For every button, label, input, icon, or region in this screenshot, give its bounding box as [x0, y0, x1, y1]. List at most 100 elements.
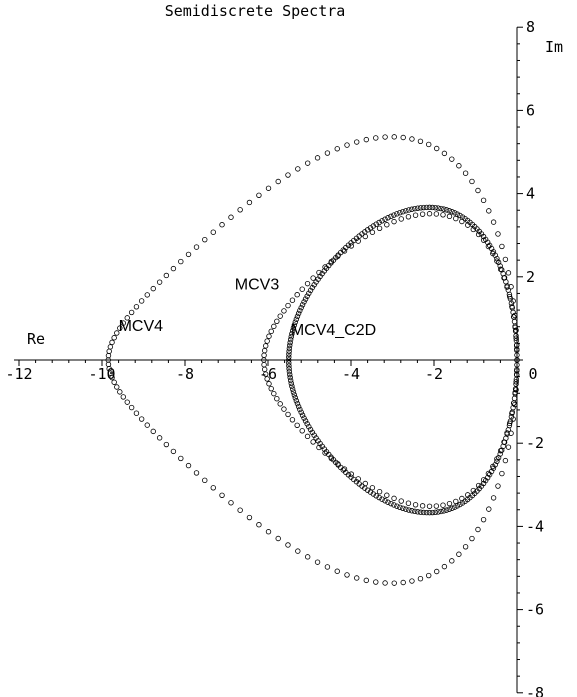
data-point [434, 568, 440, 575]
data-point [302, 418, 309, 424]
data-point [397, 504, 403, 510]
data-point [295, 403, 302, 410]
data-point [369, 485, 376, 491]
data-point [309, 429, 316, 436]
data-point [511, 318, 518, 325]
data-point [382, 134, 388, 140]
data-point [246, 199, 253, 206]
annotation-label: MCV4 [119, 318, 164, 335]
tick-labels: -12 -10 -8 -6 -4 -2 0 -8 -6 -4 -2 2 4 6 8 [5, 18, 544, 697]
data-point [379, 496, 385, 502]
x-tick-label: -4 [342, 365, 360, 383]
data-point [388, 500, 394, 507]
data-point [294, 313, 301, 320]
data-point [438, 508, 444, 515]
data-point [304, 554, 311, 560]
data-point [440, 212, 446, 218]
data-point [256, 522, 262, 528]
data-point [185, 251, 192, 258]
data-point [475, 526, 481, 533]
data-point [202, 477, 208, 484]
data-point [406, 207, 412, 213]
data-point [228, 500, 234, 506]
data-point [435, 509, 441, 515]
x-tick-label: -12 [5, 365, 32, 383]
data-point [409, 206, 415, 212]
data-point [508, 430, 514, 436]
data-point [274, 318, 280, 324]
data-point [304, 160, 311, 166]
data-point [334, 146, 340, 152]
data-point [128, 309, 135, 316]
data-point [114, 384, 120, 390]
data-point [306, 424, 312, 430]
data-point [202, 236, 208, 243]
data-point [403, 506, 409, 512]
data-point [426, 204, 433, 211]
data-point [293, 398, 300, 404]
data-point [457, 212, 463, 219]
data-point [285, 542, 291, 548]
data-point [286, 357, 292, 363]
data-point [298, 409, 304, 416]
data-point [302, 296, 309, 302]
data-point [499, 470, 505, 477]
data-point [400, 505, 406, 512]
data-point [261, 352, 267, 359]
data-point [294, 400, 301, 407]
data-point [384, 222, 390, 228]
data-point [277, 401, 283, 407]
data-point [412, 502, 419, 508]
data-point [354, 575, 360, 581]
data-point [299, 428, 305, 434]
data-point [286, 351, 292, 357]
data-point [286, 366, 292, 372]
data-point [433, 211, 440, 217]
data-point [285, 302, 291, 309]
y-tick-label: 4 [526, 185, 535, 203]
data-point [426, 509, 433, 516]
data-point [111, 335, 117, 341]
data-point [376, 489, 383, 495]
data-point [210, 229, 216, 235]
data-point [373, 493, 379, 499]
data-point [344, 142, 350, 148]
data-point [419, 503, 426, 509]
data-point [256, 192, 262, 198]
data-point [107, 344, 114, 350]
series-annotations: MCV4 MCV3 MCV4_C2D [119, 276, 377, 339]
data-point [480, 197, 487, 204]
data-point [117, 325, 123, 331]
data-point [384, 492, 390, 498]
data-point [418, 205, 424, 211]
data-point [144, 292, 150, 298]
data-point [449, 209, 455, 215]
data-point [495, 483, 501, 489]
data-point [286, 360, 292, 366]
data-point [295, 166, 301, 172]
data-point [441, 206, 447, 212]
data-point [429, 509, 436, 516]
data-point [289, 383, 295, 389]
data-point [441, 508, 447, 514]
data-point [369, 229, 376, 235]
x-tick-label: -8 [176, 365, 194, 383]
data-point [415, 205, 421, 211]
data-point [307, 426, 314, 433]
data-point [470, 487, 477, 494]
data-point [511, 314, 517, 320]
data-point [480, 516, 487, 523]
data-point [291, 322, 298, 328]
data-point [107, 370, 114, 376]
data-point [394, 211, 400, 217]
data-point [469, 178, 475, 185]
data-point [446, 213, 453, 220]
x-axis-label: Re [27, 330, 45, 348]
x-tick-label: -6 [259, 365, 277, 383]
data-point [314, 559, 321, 565]
x-tick-label: -10 [88, 365, 115, 383]
data-point [304, 433, 311, 440]
data-point [114, 330, 120, 336]
data-point [382, 216, 388, 222]
data-point [446, 506, 452, 512]
